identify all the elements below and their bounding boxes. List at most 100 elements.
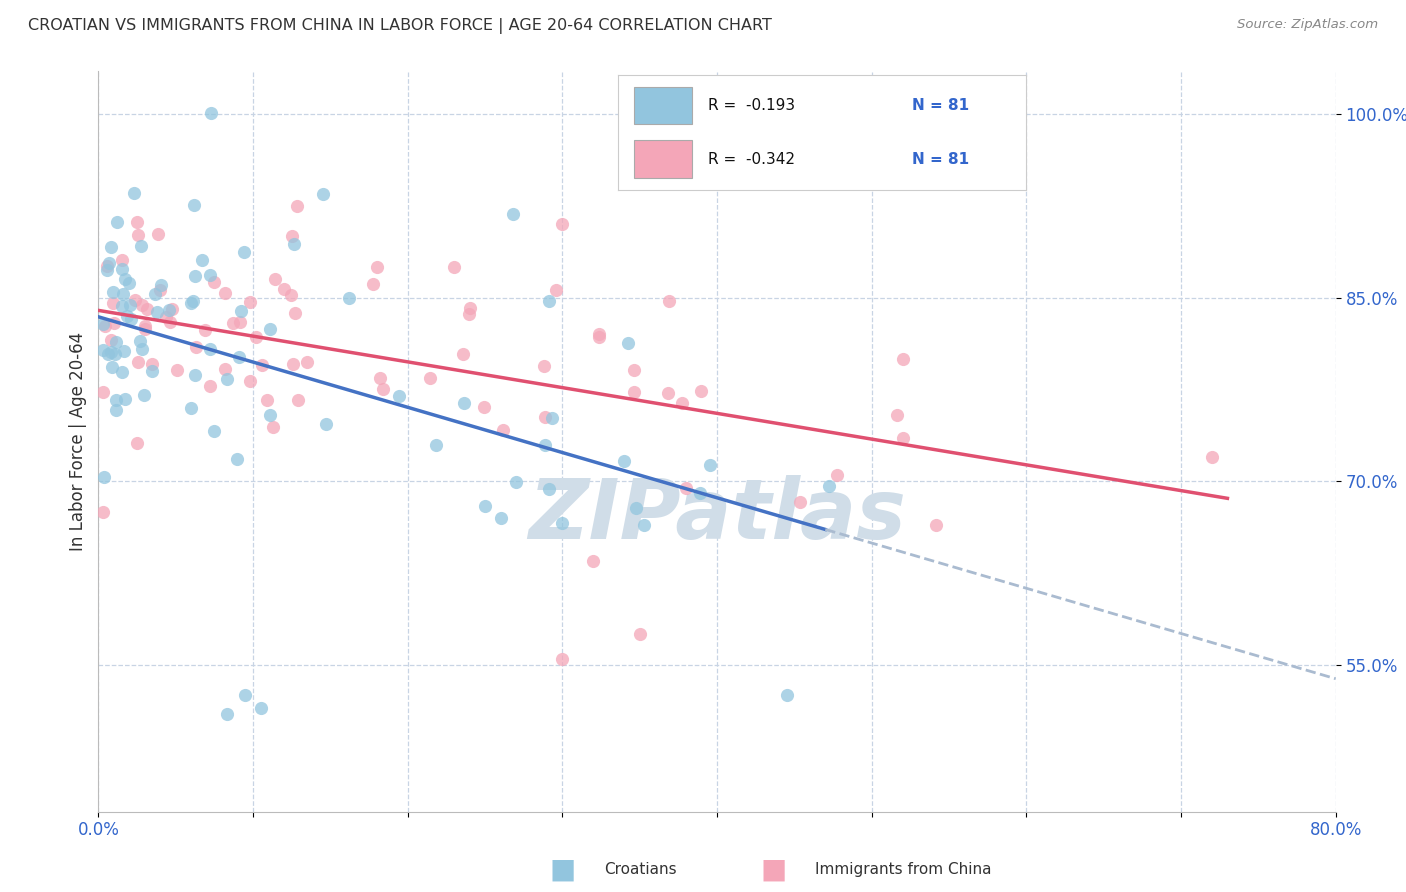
Text: Immigrants from China: Immigrants from China [815, 863, 993, 877]
Point [183, 268, 205, 283]
Point [214, 362, 236, 376]
Point [132, 388, 155, 402]
Point [259, 408, 281, 422]
Point [166, 363, 188, 377]
Point [134, 322, 156, 336]
Point [273, 283, 295, 297]
Point [112, 344, 135, 359]
Point [451, 346, 474, 360]
Point [373, 382, 395, 396]
Point [120, 312, 142, 326]
Point [141, 357, 163, 371]
Point [118, 298, 141, 312]
Point [122, 186, 145, 200]
Point [146, 305, 169, 319]
Point [141, 363, 163, 377]
Point [551, 652, 574, 666]
Point [689, 384, 711, 398]
Point [226, 451, 249, 466]
Point [582, 554, 605, 568]
Point [114, 392, 136, 407]
Point [624, 501, 647, 516]
Text: CROATIAN VS IMMIGRANTS FROM CHINA IN LABOR FORCE | AGE 20-64 CORRELATION CHART: CROATIAN VS IMMIGRANTS FROM CHINA IN LAB… [28, 18, 772, 34]
Point [105, 403, 128, 417]
Point [134, 318, 156, 333]
Point [457, 307, 479, 321]
Point [818, 479, 841, 493]
Point [91, 343, 114, 357]
Point [502, 207, 524, 221]
Point [105, 334, 128, 349]
Point [131, 298, 153, 312]
Point [202, 276, 225, 290]
Point [128, 334, 150, 348]
Point [100, 360, 122, 375]
Point [474, 499, 496, 513]
Point [489, 511, 512, 525]
Point [155, 310, 177, 324]
Point [200, 342, 222, 356]
Point [256, 393, 278, 408]
Point [202, 424, 225, 438]
Point [200, 379, 222, 393]
Point [425, 438, 447, 452]
Point [150, 277, 173, 292]
Point [217, 371, 239, 385]
Point [613, 454, 636, 468]
Point [312, 186, 335, 201]
Point [149, 283, 172, 297]
Point [143, 286, 166, 301]
Point [191, 253, 214, 268]
Point [127, 227, 149, 242]
Point [588, 330, 610, 344]
Point [97, 346, 120, 360]
Point [623, 363, 645, 377]
Point [671, 396, 693, 410]
Point [181, 293, 204, 308]
Point [111, 253, 134, 268]
Point [180, 401, 202, 415]
Point [184, 368, 207, 383]
Point [162, 301, 184, 316]
Text: ZIPatlas: ZIPatlas [529, 475, 905, 556]
Point [458, 301, 481, 315]
Point [315, 417, 337, 432]
Point [284, 306, 307, 320]
Point [699, 458, 721, 473]
Point [453, 396, 475, 410]
Point [111, 287, 134, 301]
Point [474, 400, 496, 414]
Point [337, 291, 360, 305]
Point [628, 627, 651, 641]
Point [228, 350, 250, 364]
Point [111, 299, 134, 313]
Point [537, 293, 560, 308]
Point [111, 261, 134, 276]
Point [262, 419, 284, 434]
Point [118, 276, 141, 290]
Point [658, 294, 681, 309]
Point [281, 229, 304, 244]
Point [105, 215, 128, 229]
Point [368, 371, 391, 385]
Point [295, 355, 318, 369]
Point [96, 259, 118, 273]
Point [127, 355, 149, 369]
Text: ■: ■ [550, 855, 575, 884]
Point [283, 236, 305, 251]
Point [675, 481, 697, 495]
Point [129, 238, 152, 252]
Point [94, 318, 117, 333]
Point [105, 393, 128, 408]
Point [1201, 450, 1223, 464]
Point [533, 410, 555, 425]
Point [100, 333, 122, 347]
Point [111, 365, 134, 379]
Point [259, 322, 281, 336]
Point [91, 317, 114, 331]
Point [124, 293, 146, 307]
Point [222, 316, 245, 330]
Point [827, 468, 849, 483]
Point [366, 260, 388, 275]
Point [157, 303, 180, 318]
